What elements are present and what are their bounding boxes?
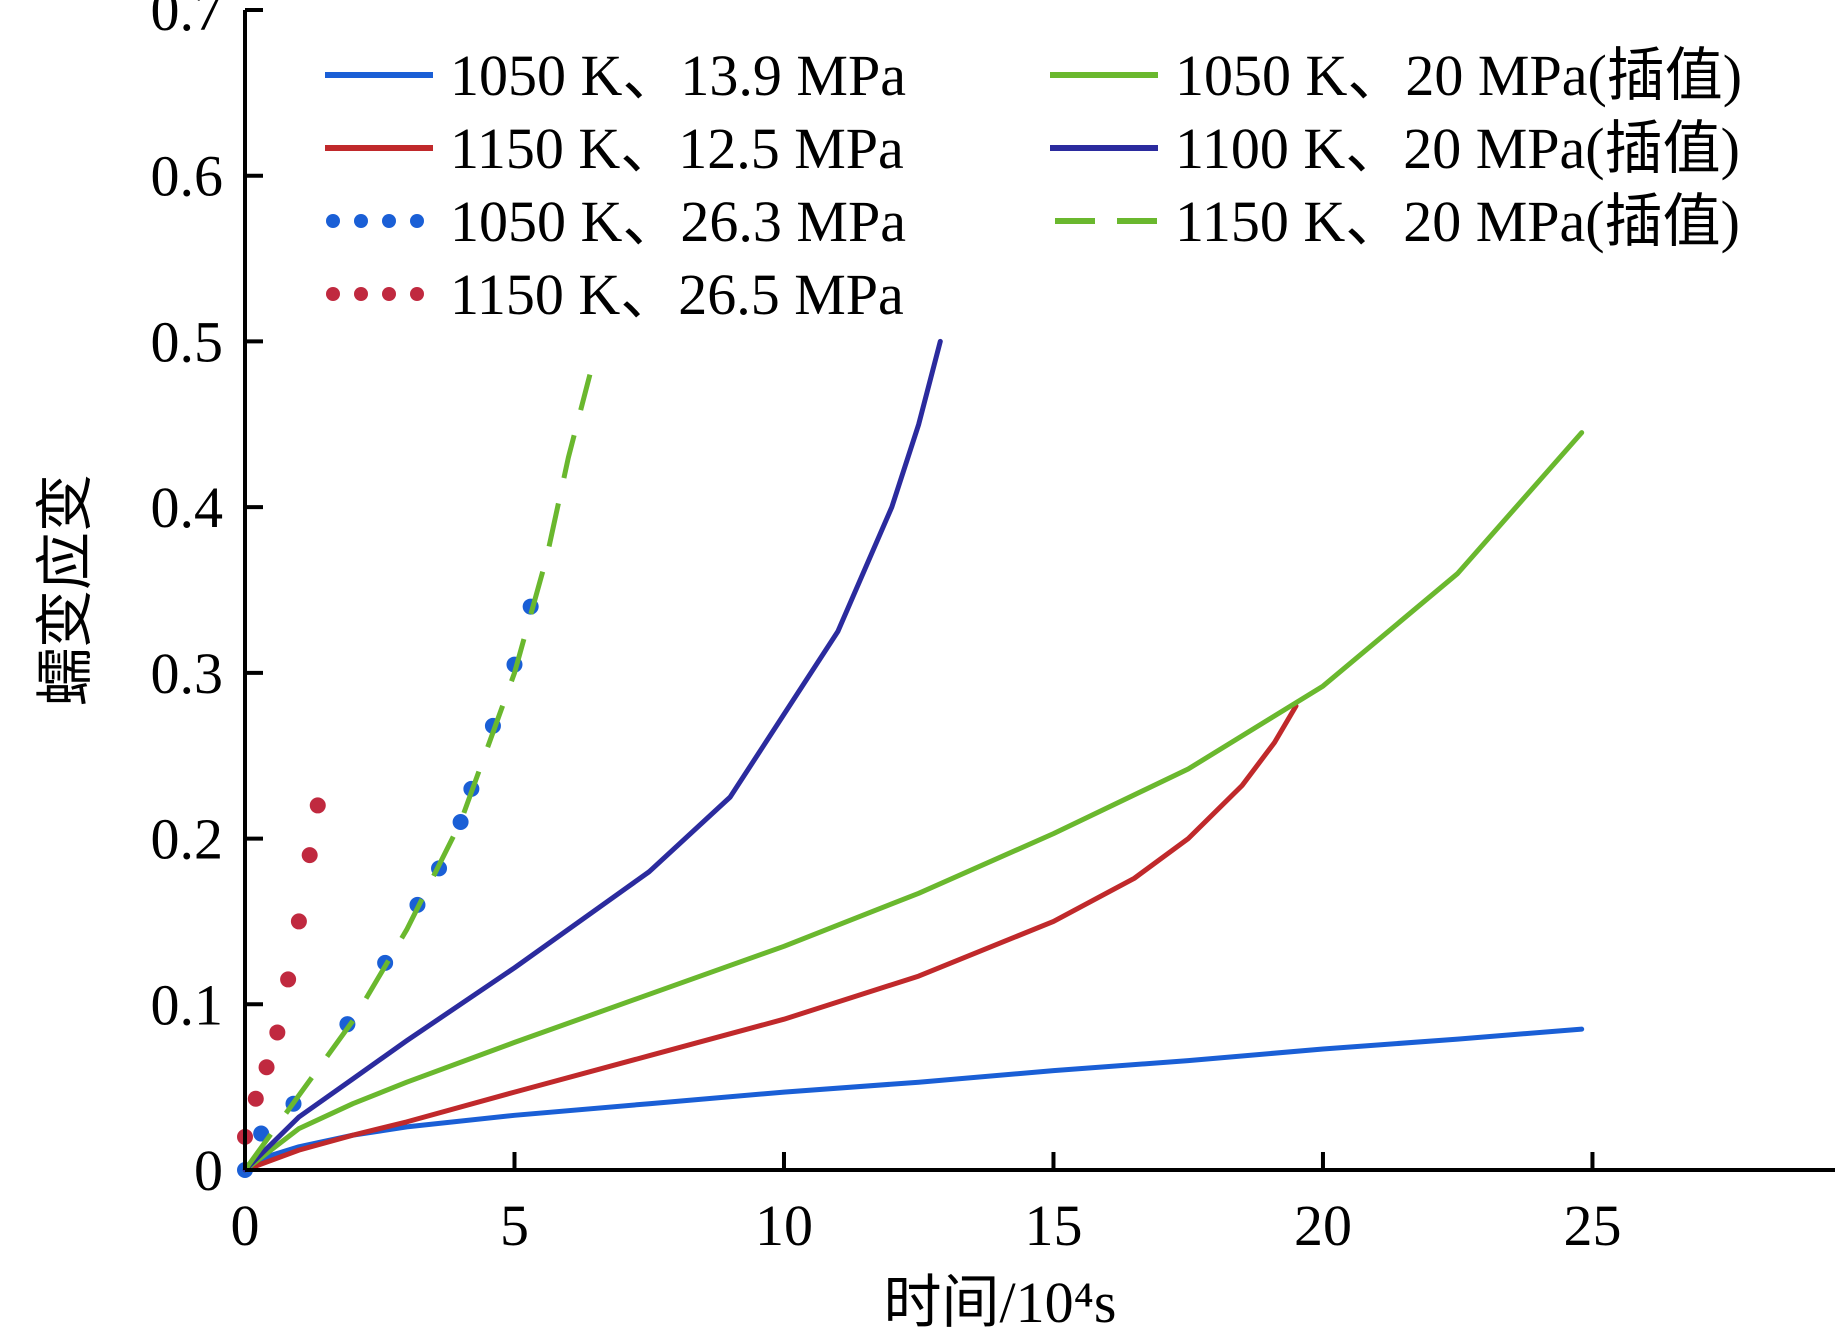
y-tick-label: 0	[194, 1138, 223, 1203]
series-1050-k-13.9-mpa-line	[242, 1026, 1585, 1173]
legend-label: 1050 K、20 MPa(插值)	[1175, 43, 1742, 108]
legend-item-1100-k-20-mpa: 1100 K、20 MPa(插值)	[1050, 116, 1740, 181]
y-axis-title: 蠕变应变	[33, 474, 98, 706]
y-tick-label: 0.4	[151, 475, 224, 540]
legend-swatch-dot	[354, 287, 368, 301]
series-1150-k-20-mpa-line	[242, 373, 593, 1172]
x-tick-label: 10	[755, 1193, 813, 1258]
series-1050-k-26.3-mpa-point	[452, 814, 469, 830]
series-1100-k-20-mpa	[242, 338, 943, 1173]
y-tick-label: 0.3	[151, 641, 224, 706]
legend-swatch-dot	[410, 214, 424, 228]
legend-label: 1050 K、26.3 MPa	[450, 189, 906, 254]
y-axis-ticks: 0 0.1 0.2 0.3 0.4 0.5 0.6 0.7	[151, 0, 263, 1203]
legend-label: 1150 K、20 MPa(插值)	[1175, 189, 1740, 254]
legend-swatch-dot	[326, 287, 340, 301]
legend-item-1050-k-20-mpa: 1050 K、20 MPa(插值)	[1050, 43, 1742, 108]
x-tick-label: 5	[500, 1193, 529, 1258]
series-1100-k-20-mpa-line	[242, 338, 943, 1173]
legend-item-1050-k-13.9-mpa: 1050 K、13.9 MPa	[325, 43, 906, 108]
legend-item-1150-k-20-mpa: 1150 K、20 MPa(插值)	[1055, 189, 1740, 254]
series-1150-k-26.5-mpa-point	[309, 797, 326, 814]
series-1150-k-26.5-mpa	[237, 797, 326, 1145]
y-tick-label: 0.6	[151, 144, 224, 209]
legend-swatch-dot	[410, 287, 424, 301]
legend-item-1150-k-26.5-mpa: 1150 K、26.5 MPa	[326, 262, 904, 327]
series-1150-k-26.5-mpa-point	[301, 847, 318, 864]
series-1050-k-20-mpa	[242, 430, 1585, 1173]
x-axis-title: 时间/10⁴s	[884, 1270, 1117, 1332]
legend-label: 1100 K、20 MPa(插值)	[1175, 116, 1740, 181]
axes	[243, 10, 1835, 1172]
legend-label: 1050 K、13.9 MPa	[450, 43, 906, 108]
series-1150-k-12.5-mpa-line	[242, 703, 1299, 1173]
series-1150-k-26.5-mpa-point	[247, 1090, 264, 1107]
x-tick-label: 20	[1294, 1193, 1352, 1258]
series-1050-k-26.3-mpa-point	[253, 1125, 270, 1142]
y-tick-label: 0.2	[151, 807, 224, 872]
legend-item-1050-k-26.3-mpa: 1050 K、26.3 MPa	[326, 189, 906, 254]
series-1150-k-26.5-mpa-point	[290, 913, 307, 930]
x-tick-label: 25	[1563, 1193, 1621, 1258]
legend-swatch-dot	[354, 214, 368, 228]
y-tick-label: 0.1	[151, 972, 224, 1037]
legend-swatch-dot	[382, 214, 396, 228]
legend-item-1150-k-12.5-mpa: 1150 K、12.5 MPa	[325, 116, 904, 181]
legend-label: 1150 K、12.5 MPa	[450, 116, 904, 181]
series-1150-k-26.5-mpa-point	[280, 971, 297, 988]
series-1150-k-12.5-mpa	[242, 703, 1299, 1173]
legend-swatch-dot	[382, 287, 396, 301]
plot-area	[237, 338, 1585, 1178]
y-tick-label: 0.5	[151, 309, 224, 374]
series-1050-k-13.9-mpa	[242, 1026, 1585, 1173]
legend-label: 1150 K、26.5 MPa	[450, 262, 904, 327]
series-1150-k-20-mpa	[242, 373, 593, 1172]
x-tick-label: 15	[1024, 1193, 1082, 1258]
series-1050-k-20-mpa-line	[242, 430, 1585, 1173]
legend-swatch-dot	[326, 214, 340, 228]
series-1150-k-26.5-mpa-point	[258, 1059, 275, 1076]
x-tick-label: 0	[231, 1193, 260, 1258]
y-tick-label: 0.7	[151, 0, 224, 43]
series-1150-k-26.5-mpa-point	[269, 1024, 286, 1041]
x-axis-ticks: 0 5 10 15 20 25	[231, 1152, 1621, 1258]
legend: 1050 K、13.9 MPa 1150 K、12.5 MPa 1050 K、26.…	[325, 43, 1742, 327]
